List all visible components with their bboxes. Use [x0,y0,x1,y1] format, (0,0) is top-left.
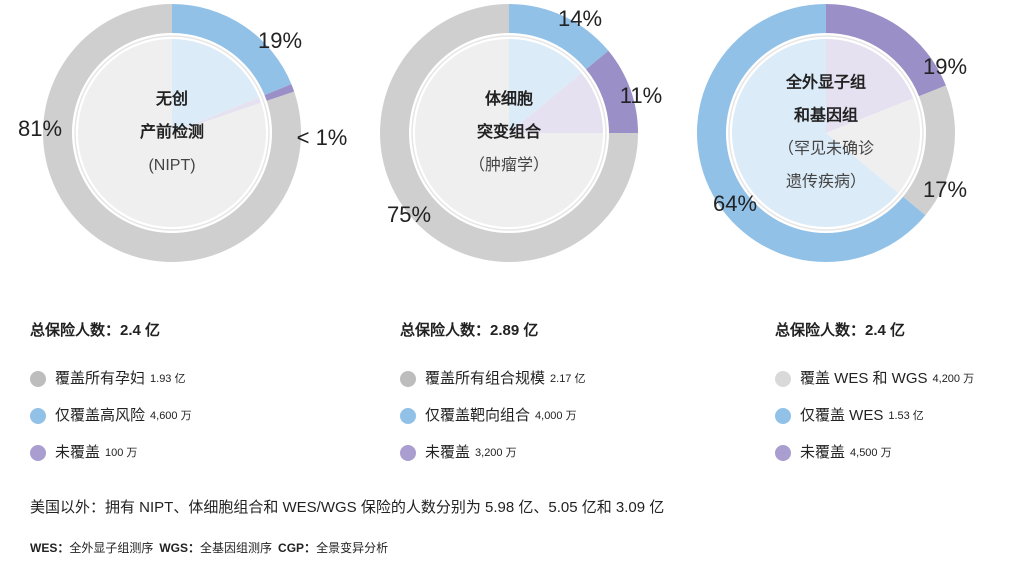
abbreviations: WES：全外显子组测序 WGS：全基因组测序 CGP：全景变异分析 [30,540,388,555]
legend-title: 总保险人数：2.89 亿 [400,321,538,339]
footnote: 美国以外：拥有 NIPT、体细胞组合和 WES/WGS 保险的人数分别为 5.9… [30,499,664,516]
legend-name: 覆盖 WES 和 WGS [800,370,928,387]
separator-ring [411,35,607,231]
legend-title: 总保险人数：2.4 亿 [30,321,160,339]
legend-marker [30,408,46,424]
abbr-term: CGP： [278,541,316,555]
legend-entry: 覆盖 WES 和 WGS 4,200 万 [800,370,974,387]
legend-marker [30,445,46,461]
legend-marker [775,445,791,461]
inner-segment [172,39,259,133]
legend-entry: 覆盖所有组合规模 2.17 亿 [425,370,585,387]
legend-entry: 未覆盖 4,500 万 [800,444,892,461]
abbr-term: WES： [30,541,69,555]
donut-segment [826,4,946,97]
legend-name: 仅覆盖 WES [800,407,883,424]
legend-amount: 2.17 亿 [550,372,585,385]
inner-segment [826,98,921,193]
donut-segment [586,50,638,133]
inner-segment [78,39,266,228]
legend-amount: 4,000 万 [535,410,577,422]
legend-amount: 4,500 万 [850,447,892,459]
legend-name: 未覆盖 [425,444,470,461]
legend-entry: 未覆盖 100 万 [55,444,137,461]
abbr-definition: 全景变异分析 [316,540,388,555]
center-label: 遗传疾病） [786,173,866,191]
legend-marker [775,371,791,387]
legend-name: 未覆盖 [800,444,845,461]
legend-entry: 未覆盖 3,200 万 [425,444,517,461]
separator-ring [728,35,924,231]
abbr-term: WGS： [159,541,200,555]
legend-marker [400,371,416,387]
legend-amount: 3,200 万 [475,447,517,459]
inner-segment [826,38,914,133]
legend-name: 未覆盖 [55,444,100,461]
donut-segment [696,4,926,262]
value-label: 19% [923,54,967,79]
inner-segment [509,39,582,133]
center-label: 产前检测 [140,122,204,141]
inner-segment [172,97,262,133]
center-label: （罕见未确诊 [778,140,874,158]
donut-segment [172,4,292,96]
legend-amount: 4,200 万 [933,373,975,385]
value-label: < 1% [297,125,348,150]
legend-amount: 100 万 [105,447,137,459]
legend-name: 覆盖所有组合规模 [425,370,545,387]
inner-segment [415,39,603,227]
legend-marker [400,445,416,461]
center-label: （肿瘤学） [469,156,549,174]
value-label: 11% [620,83,662,108]
abbr-definition: 全外显子组测序 [69,540,153,555]
legend-entry: 覆盖所有孕妇 1.93 亿 [55,370,185,387]
legend-name: 仅覆盖靶向组合 [425,407,530,424]
center-label: 无创 [155,89,188,108]
legend-marker [30,371,46,387]
center-label: 突变组合 [477,122,542,141]
legend-title: 总保险人数：2.4 亿 [775,321,905,339]
center-label: (NIPT) [148,157,195,174]
legend-marker [400,408,416,424]
legend-amount: 4,600 万 [150,410,192,422]
legend-entry: 仅覆盖靶向组合 4,000 万 [425,407,577,424]
legend-entry: 仅覆盖 WES 1.53 亿 [800,407,924,424]
legend-name: 覆盖所有孕妇 [55,370,145,387]
donut-segment [509,4,609,70]
value-label: 19% [258,28,302,53]
legend-name: 仅覆盖高风险 [55,407,145,424]
value-label: 64% [713,191,757,216]
value-label: 17% [923,177,967,202]
legend-marker [775,408,791,424]
inner-segment [509,73,603,133]
center-label: 体细胞 [485,89,533,108]
legend-amount: 1.93 亿 [150,372,185,385]
legend-entry: 仅覆盖高风险 4,600 万 [55,407,192,424]
donut-segment [264,84,295,101]
center-label: 全外显子组 [785,73,866,92]
value-label: 14% [558,6,602,31]
donut-segment [903,85,955,216]
legend-amount: 1.53 亿 [888,409,923,422]
abbr-definition: 全基因组测序 [200,540,272,555]
value-label: 81% [18,116,62,141]
value-label: 75% [387,202,431,227]
inner-segment [731,39,899,227]
separator-ring [74,35,270,231]
center-label: 和基因组 [794,106,858,125]
